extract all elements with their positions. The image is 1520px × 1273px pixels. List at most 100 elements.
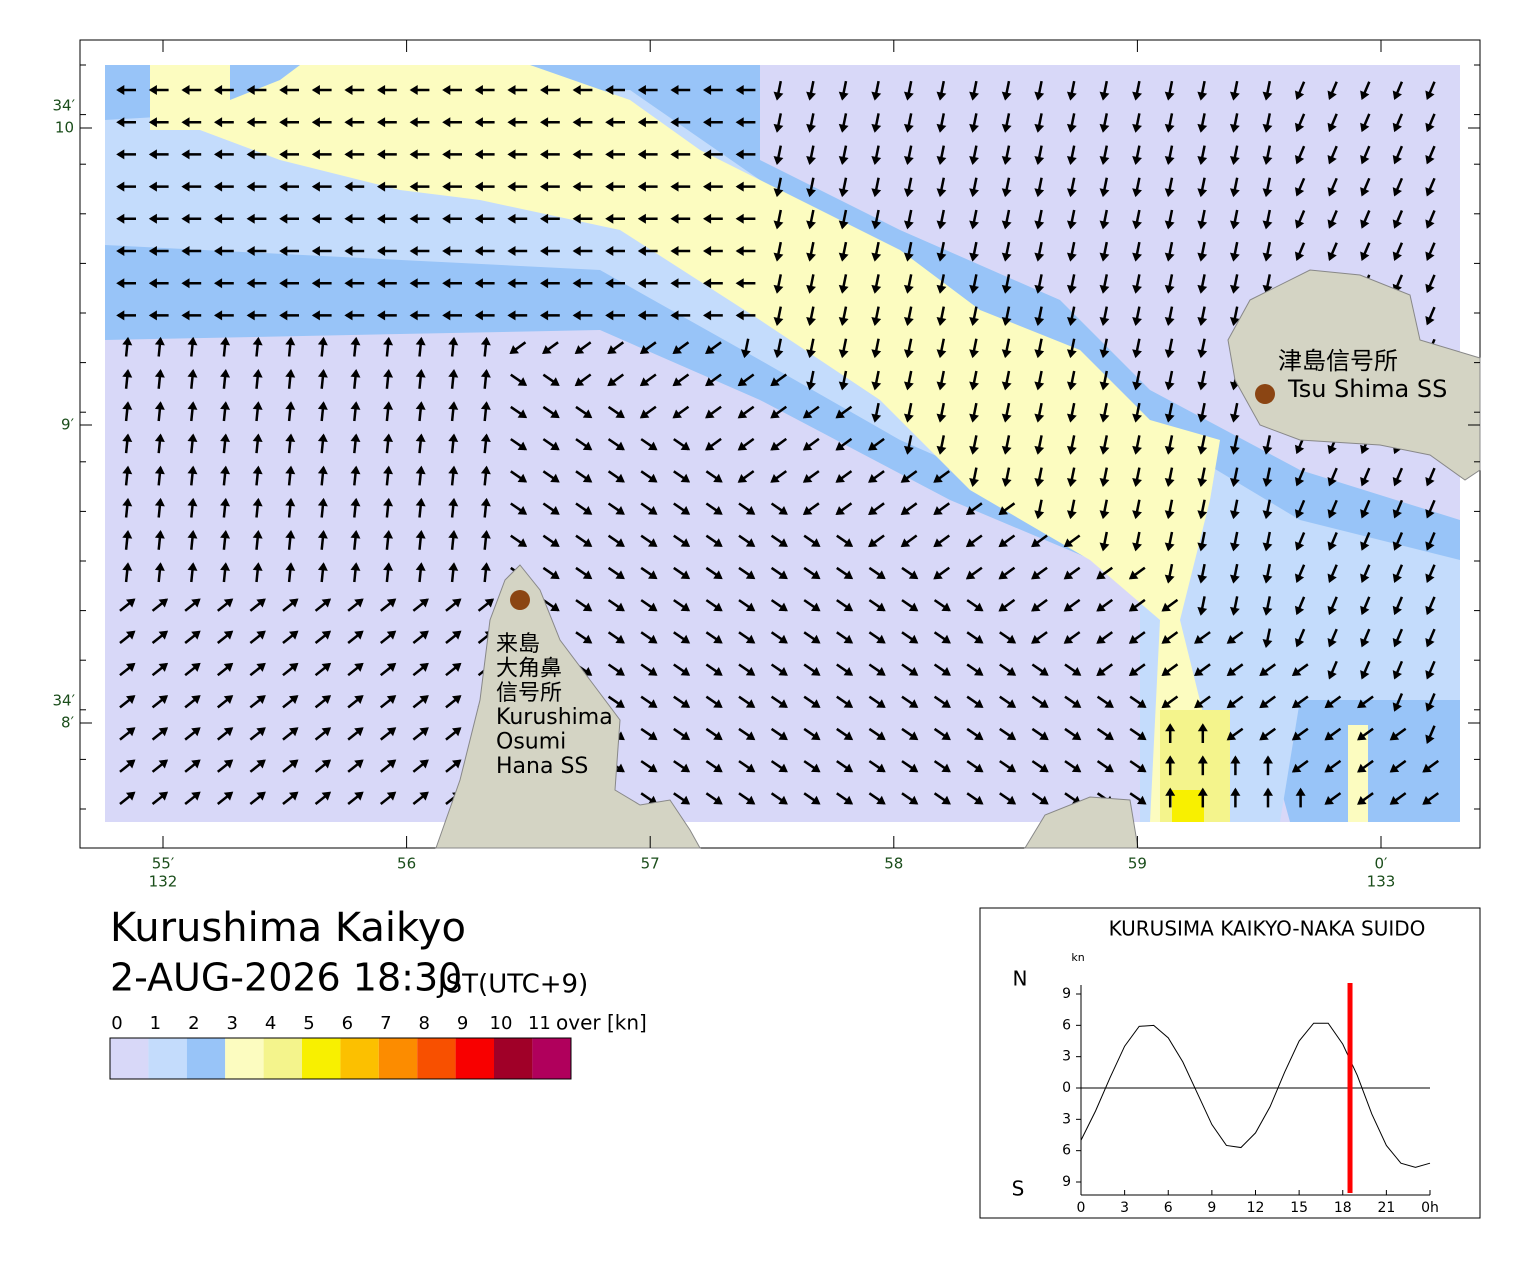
arrow-head bbox=[116, 310, 125, 321]
arrow bbox=[1128, 566, 1146, 580]
arrow bbox=[1229, 435, 1240, 455]
arrow-head bbox=[1039, 666, 1049, 676]
arrow-head bbox=[480, 336, 491, 346]
arrow-head bbox=[778, 731, 788, 741]
arrow bbox=[184, 598, 201, 612]
arrow bbox=[1001, 370, 1012, 391]
arrow bbox=[1066, 209, 1077, 230]
arrow-head bbox=[574, 345, 585, 354]
arrow-head bbox=[806, 220, 816, 230]
arrow-head bbox=[279, 149, 288, 160]
arrow-head bbox=[740, 349, 751, 359]
arrow-head bbox=[289, 727, 299, 737]
arrow-head bbox=[321, 695, 332, 705]
arrow bbox=[1031, 792, 1049, 805]
arrow bbox=[1425, 81, 1436, 100]
arrow-head bbox=[969, 478, 979, 487]
y-tick-label: 9 bbox=[1062, 1174, 1071, 1190]
arrow bbox=[737, 437, 755, 451]
arrow-head bbox=[1137, 795, 1147, 805]
arrow bbox=[607, 534, 625, 547]
arrow bbox=[445, 630, 462, 644]
arrow bbox=[770, 727, 788, 741]
arrow-head bbox=[908, 795, 919, 805]
arrow-head bbox=[1294, 90, 1305, 100]
legend-label: 9 bbox=[457, 1013, 468, 1034]
legend-label: 10 bbox=[490, 1013, 513, 1034]
arrow bbox=[347, 630, 364, 644]
arrow bbox=[1031, 631, 1048, 644]
arrow-head bbox=[419, 598, 429, 608]
arrow-head bbox=[285, 530, 296, 539]
arrow-head bbox=[745, 731, 756, 741]
arrow-head bbox=[321, 662, 332, 672]
arrow-head bbox=[735, 246, 744, 256]
arrow-head bbox=[903, 91, 914, 101]
arrow bbox=[1327, 81, 1338, 100]
arrow bbox=[871, 241, 882, 262]
arrow-head bbox=[158, 791, 169, 801]
arrow-head bbox=[572, 310, 581, 321]
arrow-head bbox=[838, 220, 849, 230]
arrow-head bbox=[908, 634, 919, 644]
arrow bbox=[249, 759, 266, 773]
arrow bbox=[1389, 727, 1407, 741]
arrow-head bbox=[256, 695, 266, 705]
arrow bbox=[1262, 499, 1273, 520]
arrow bbox=[1099, 531, 1110, 552]
arrow bbox=[838, 145, 849, 165]
arrow-head bbox=[1066, 445, 1077, 455]
arrow-head bbox=[1294, 219, 1305, 229]
arrow bbox=[285, 465, 296, 486]
arrow-head bbox=[507, 310, 516, 321]
arrow bbox=[184, 727, 201, 741]
arrow-head bbox=[648, 538, 658, 547]
legend-swatch bbox=[378, 1038, 418, 1079]
arrow-head bbox=[285, 336, 296, 346]
arrow bbox=[214, 181, 234, 192]
lon-label: 59 bbox=[1128, 855, 1147, 873]
arrow-head bbox=[1357, 795, 1367, 805]
arrow-head bbox=[806, 91, 816, 101]
arrow bbox=[383, 497, 394, 518]
arrow bbox=[1129, 760, 1147, 773]
arrow-head bbox=[279, 246, 288, 256]
arrow-head bbox=[1425, 154, 1435, 165]
arrow-head bbox=[735, 213, 744, 224]
arrow bbox=[803, 566, 821, 580]
arrow bbox=[607, 438, 625, 451]
arrow-head bbox=[507, 278, 516, 289]
arrow bbox=[1099, 241, 1110, 262]
arrow bbox=[344, 278, 365, 289]
arrow-head bbox=[279, 117, 288, 128]
arrow-head bbox=[1197, 123, 1208, 133]
lon-label: 56 bbox=[397, 855, 416, 873]
arrow-head bbox=[1262, 510, 1273, 520]
arrow-head bbox=[377, 181, 386, 192]
arrow-head bbox=[933, 538, 943, 548]
arrow bbox=[705, 566, 723, 580]
arrow bbox=[673, 631, 691, 644]
arrow-head bbox=[452, 727, 462, 737]
arrow bbox=[572, 149, 593, 160]
legend-label: 0 bbox=[111, 1013, 122, 1034]
arrow bbox=[379, 791, 397, 805]
arrow-head bbox=[1099, 156, 1110, 165]
arrow bbox=[1129, 727, 1147, 741]
arrow-head bbox=[550, 409, 560, 419]
arrow bbox=[640, 502, 658, 515]
arrow bbox=[216, 791, 234, 805]
arrow-head bbox=[1425, 637, 1435, 648]
arrow bbox=[933, 727, 951, 741]
arrow bbox=[1031, 663, 1049, 676]
arrow bbox=[1226, 727, 1244, 741]
arrow-head bbox=[1099, 510, 1110, 520]
arrow-head bbox=[1294, 122, 1305, 133]
arrow-head bbox=[648, 441, 658, 451]
arrow-head bbox=[607, 345, 617, 354]
arrow-head bbox=[843, 602, 854, 612]
arrow-head bbox=[419, 630, 429, 640]
arrow-head bbox=[285, 433, 296, 443]
arrow bbox=[1226, 663, 1244, 676]
arrow bbox=[1099, 338, 1110, 359]
